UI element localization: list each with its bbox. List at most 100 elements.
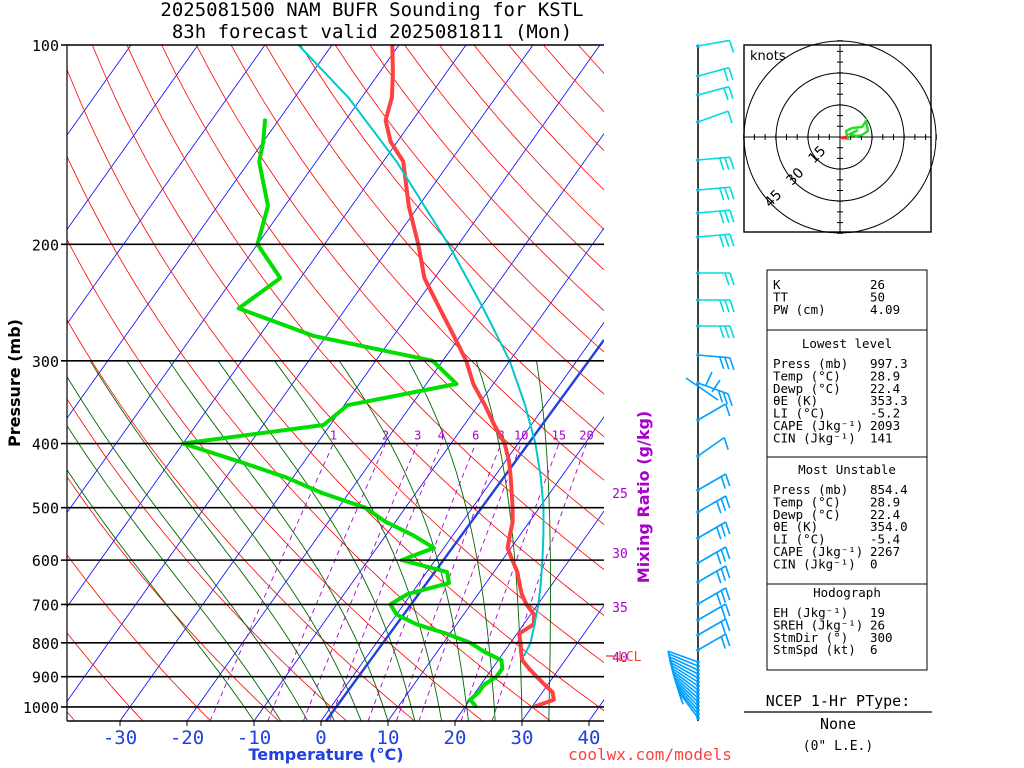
isotherm-line xyxy=(67,45,534,702)
stat-section-title: Lowest level xyxy=(802,336,892,351)
pressure-tick-label: 600 xyxy=(32,552,59,570)
stat-label: Dewp (°C) xyxy=(773,507,841,522)
temperature-tick-label: 10 xyxy=(377,727,400,749)
stat-value: 22.4 xyxy=(870,381,900,396)
parcel-profile xyxy=(297,45,545,657)
theta-e-label: 25 xyxy=(612,487,628,502)
skewt-plot: 1 2 3 4 6 8 10 15 20 100200300400500600700800900… xyxy=(5,37,653,764)
y-axis-label: Pressure (mb) xyxy=(5,319,24,447)
pressure-tick-label: 1000 xyxy=(23,699,59,717)
wind-barb xyxy=(678,691,700,720)
mixing-ratio-axis-label: Mixing Ratio (g/kg) xyxy=(634,411,653,583)
chart-title-line2: 83h forecast valid 2025081811 (Mon) xyxy=(172,21,572,43)
wind-barb xyxy=(696,565,731,584)
temperature-tick-label: -20 xyxy=(170,727,204,749)
theta-e-labels: 25 30 35 40 xyxy=(612,487,628,666)
temperature-tick-label: 30 xyxy=(511,727,534,749)
pressure-tick-label: 100 xyxy=(32,37,59,55)
mixing-ratio-tick-label: 20 xyxy=(579,429,593,443)
isotherm-line xyxy=(521,604,604,721)
temperature-tick-label: 40 xyxy=(578,727,601,749)
pressure-tick-label: 300 xyxy=(32,353,59,371)
wind-barb xyxy=(696,603,731,622)
isotherm-line xyxy=(67,45,333,419)
ptype-note: (0" L.E.) xyxy=(803,739,873,754)
stat-label: LI (°C) xyxy=(773,532,826,547)
stat-value: 4.09 xyxy=(870,302,900,317)
wind-barb xyxy=(696,186,735,201)
stat-label: θE (K) xyxy=(773,393,818,408)
mixing-ratio-line xyxy=(209,443,334,721)
temperature-tick-labels: -30 -20 -10 0 10 20 30 40 xyxy=(103,721,601,749)
pressure-tick-label: 900 xyxy=(32,669,59,687)
wind-barb xyxy=(696,271,735,286)
isotherm-line xyxy=(320,321,604,721)
stat-value: -5.2 xyxy=(870,406,900,421)
hodograph: knots 15 30 45 xyxy=(743,40,937,234)
stat-label: CIN (Jkg⁻¹) xyxy=(773,430,856,445)
wind-barb xyxy=(685,371,721,401)
stat-value: 19 xyxy=(870,605,885,620)
wind-barb xyxy=(696,85,734,101)
stat-value: 26 xyxy=(870,617,885,632)
stat-label: CAPE (Jkg⁻¹) xyxy=(773,544,863,559)
dry-adiabat xyxy=(67,632,144,721)
wind-barb xyxy=(696,381,733,407)
mixing-ratio-tick-label: 1 xyxy=(330,429,337,443)
hodograph-units: knots xyxy=(750,49,786,64)
stat-value: 141 xyxy=(870,430,893,445)
temperature-tick-label: 20 xyxy=(444,727,467,749)
dry-adiabat xyxy=(67,476,279,721)
dry-adiabat xyxy=(67,68,604,712)
chart-title-line1: 2025081500 NAM BUFR Sounding for KSTL xyxy=(160,0,583,21)
isotherm-line xyxy=(67,45,467,608)
lcl-label: LCL xyxy=(618,650,642,665)
isotherm-line xyxy=(387,416,604,721)
theta-e-label: 35 xyxy=(612,601,628,616)
wind-barb xyxy=(696,39,735,53)
pressure-tick-label: 700 xyxy=(32,596,59,614)
stat-label: PW (cm) xyxy=(773,302,826,317)
dry-adiabat xyxy=(67,554,212,721)
credit: coolwx.com/models xyxy=(568,745,732,764)
stat-value: 26 xyxy=(870,277,885,292)
mixing-ratio-line xyxy=(267,443,386,721)
moist-adiabat xyxy=(475,360,523,721)
mixing-ratio-tick-label: 3 xyxy=(414,429,421,443)
moist-adiabat xyxy=(89,360,335,721)
profiles xyxy=(181,45,604,721)
stat-label: SREH (Jkg⁻¹) xyxy=(773,617,863,632)
isotherm-line xyxy=(67,45,266,325)
stat-value: -5.4 xyxy=(870,532,900,547)
mixing-ratio-tick-label: 6 xyxy=(472,429,479,443)
mixing-ratio-tick-label: 2 xyxy=(382,429,389,443)
stat-value: 353.3 xyxy=(870,393,908,408)
ptype-panel: NCEP 1-Hr PType: None (0" L.E.) xyxy=(744,692,932,754)
stat-label: K xyxy=(773,277,781,292)
wind-barb xyxy=(696,436,729,458)
reference-line xyxy=(325,339,604,721)
stat-label: Press (mb) xyxy=(773,482,848,497)
ptype-title: NCEP 1-Hr PType: xyxy=(766,692,911,710)
moist-adiabat xyxy=(67,424,282,721)
mixing-ratio-tick-label: 15 xyxy=(552,429,566,443)
theta-e-label: 30 xyxy=(612,547,628,562)
stat-value: 50 xyxy=(870,289,885,304)
stat-value: 2093 xyxy=(870,418,900,433)
moist-adiabat xyxy=(338,360,469,721)
isotherm-line xyxy=(119,45,601,721)
wind-barb xyxy=(696,233,735,248)
dry-adiabat xyxy=(91,45,604,664)
wind-barb xyxy=(696,156,735,171)
wind-barb xyxy=(696,66,734,82)
wind-barb xyxy=(696,353,735,371)
isotherm-line xyxy=(454,510,604,721)
temperature-tick-label: 0 xyxy=(315,727,326,749)
stat-label: EH (Jkg⁻¹) xyxy=(773,605,848,620)
pressure-tick-label: 200 xyxy=(32,236,59,254)
moist-adiabat xyxy=(67,375,308,721)
moist-adiabat xyxy=(274,360,443,721)
stat-label: StmSpd (kt) xyxy=(773,642,856,657)
stat-label: Temp (°C) xyxy=(773,368,841,383)
wind-barb xyxy=(696,473,731,492)
